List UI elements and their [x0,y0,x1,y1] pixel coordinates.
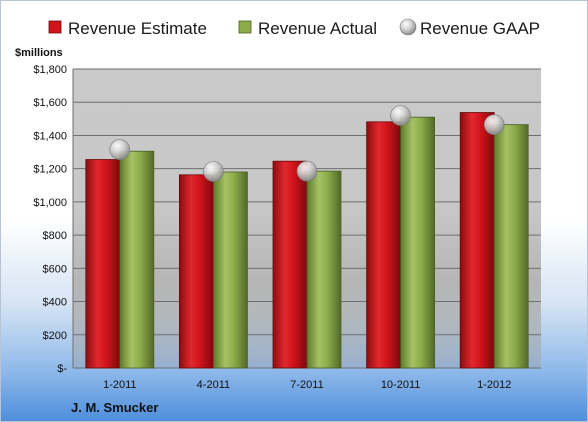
legend-label: Revenue Estimate [68,19,207,38]
y-tick-label: $400 [43,297,67,309]
y-tick-label: $800 [43,230,67,242]
y-tick-label: $200 [43,330,67,342]
bar-revenue-estimate [85,159,121,369]
gaap-markers [109,105,505,182]
legend-swatch-actual [238,20,252,34]
marker-revenue-gaap [203,161,224,182]
y-tick-label: $1,600 [33,97,67,109]
x-tick-label: 7-2011 [290,379,323,391]
bar-revenue-actual [400,116,436,369]
bar-revenue-actual [119,150,155,369]
bar-revenue-actual [212,171,248,369]
legend-swatch-estimate [48,20,62,34]
y-tick-label: $600 [43,263,67,275]
x-tick-label: 4-2011 [197,379,230,391]
x-tick-label: 1-2012 [477,379,511,391]
marker-revenue-gaap [296,160,318,182]
marker-revenue-gaap [109,139,131,160]
y-tick-label: $- [57,363,67,375]
bar-revenue-actual [493,124,529,369]
bars [85,112,529,369]
y-axis-unit-label: $millions [15,47,63,59]
x-tick-label: 1-2011 [103,379,136,391]
legend-swatch-gaap [399,18,417,36]
company-name: J. M. Smucker [71,400,158,415]
x-axis-ticks: 1-2011 4-2011 7-2011 10-2011 1-2012 [103,379,511,391]
bar-revenue-estimate [272,160,308,369]
marker-revenue-gaap [390,105,411,126]
bar-revenue-estimate [178,174,214,369]
chart-legend: Revenue Estimate Revenue Actual Revenue GA… [48,18,540,38]
bar-revenue-actual [306,170,342,369]
y-tick-label: $1,200 [33,164,67,176]
bar-revenue-estimate [459,112,495,369]
legend-label: Revenue Actual [258,19,377,38]
legend-label: Revenue GAAP [420,19,540,38]
bar-revenue-estimate [366,121,402,369]
y-tick-label: $1,800 [33,64,67,76]
y-tick-label: $1,400 [33,130,67,142]
y-axis-ticks: $- $200 $400 $600 $800 $1,000 $1,200 $1,400 $1,6… [33,64,67,375]
marker-revenue-gaap [483,114,505,135]
y-tick-label: $1,000 [33,197,67,209]
x-tick-label: 10-2011 [381,379,421,391]
